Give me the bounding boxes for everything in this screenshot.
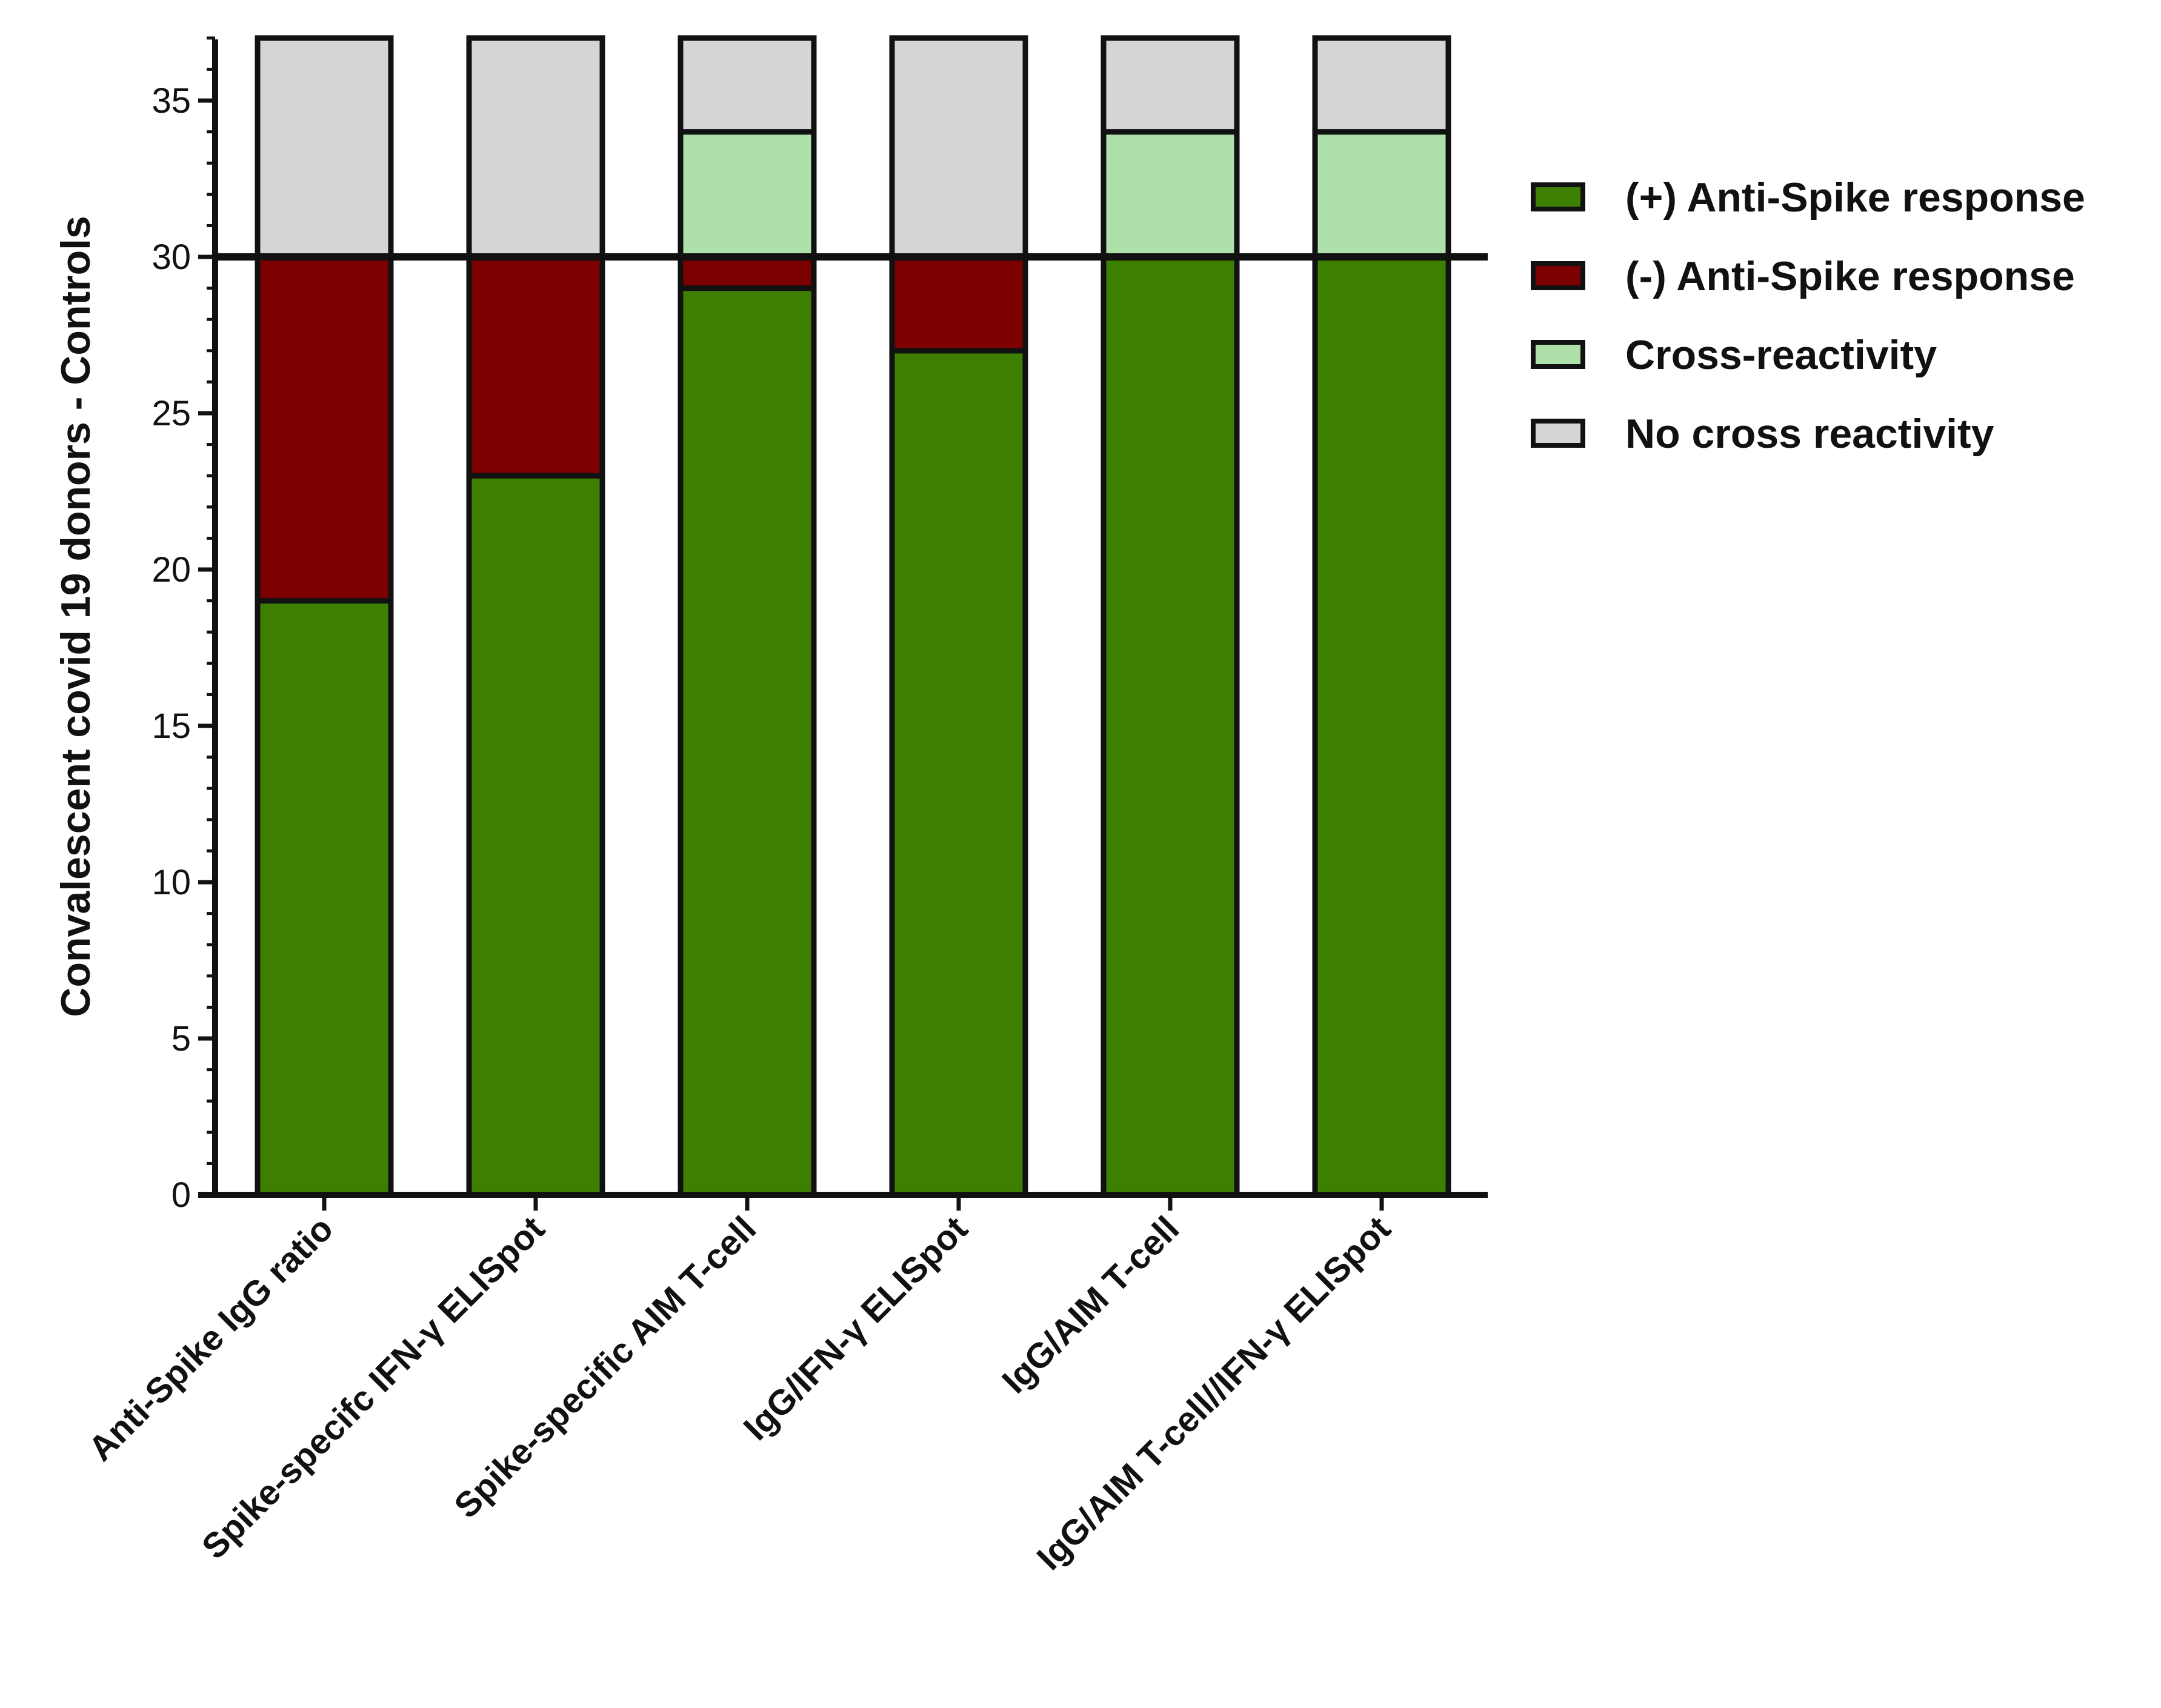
bar-segment-3-4 [678, 35, 817, 135]
bar-segment-6-4 [1312, 35, 1451, 135]
legend-label-3: Cross-reactivity [1625, 332, 1937, 378]
x-tick-label-2: Spike-specifc IFN-γ ELISpot [195, 1209, 553, 1567]
axes-layer [198, 36, 1488, 1211]
y-tick-label-30: 30 [152, 238, 191, 277]
y-tick-label-0: 0 [171, 1175, 191, 1215]
bar-segment-6-3 [1312, 129, 1451, 260]
bar-segment-1-4 [255, 35, 394, 260]
y-tick-label-25: 25 [152, 394, 191, 433]
legend-label-4: No cross reactivity [1625, 411, 1994, 457]
x-tick-label-5: IgG/AIM T-cell [994, 1209, 1187, 1401]
x-tick-label-4: IgG/IFN-γ ELISpot [736, 1209, 976, 1448]
legend-swatch-4 [1531, 419, 1585, 448]
bar-segment-6-1 [1312, 254, 1451, 1198]
bar-segment-2-4 [466, 35, 605, 260]
legend-swatch-3 [1531, 340, 1585, 369]
legend: (+) Anti-Spike response (-) Anti-Spike re… [1531, 174, 2085, 457]
y-axis-title: Convalescent covid 19 donors - Controls [53, 216, 99, 1017]
y-tick-label-15: 15 [152, 706, 191, 746]
x-tick-label-6: IgG/AIM T-cell//IFN-γ ELISpot [1029, 1209, 1398, 1578]
bar-segment-2-1 [466, 473, 605, 1198]
bar-segment-3-3 [678, 129, 817, 260]
legend-label-2: (-) Anti-Spike response [1625, 253, 2075, 299]
bar-segment-4-2 [889, 254, 1028, 354]
bar-segment-4-4 [889, 35, 1028, 260]
y-tick-label-35: 35 [152, 81, 191, 121]
legend-swatch-2 [1531, 261, 1585, 290]
bars-layer [255, 35, 1451, 1198]
bar-segment-3-1 [678, 285, 817, 1198]
x-tick-label-1: Anti-Spike IgG ratio [81, 1209, 341, 1469]
bar-segment-4-1 [889, 348, 1028, 1198]
y-tick-label-10: 10 [152, 863, 191, 902]
legend-label-1: (+) Anti-Spike response [1625, 174, 2085, 221]
bar-segment-1-1 [255, 598, 394, 1198]
bar-segment-2-2 [466, 254, 605, 479]
bar-segment-5-3 [1100, 129, 1240, 260]
bar-segment-1-2 [255, 254, 394, 604]
bar-segment-5-1 [1100, 254, 1240, 1198]
y-tick-label-5: 5 [171, 1019, 191, 1058]
y-tick-label-20: 20 [152, 550, 191, 590]
legend-swatch-1 [1531, 182, 1585, 211]
bar-segment-3-2 [678, 254, 817, 291]
bar-segment-5-4 [1100, 35, 1240, 135]
